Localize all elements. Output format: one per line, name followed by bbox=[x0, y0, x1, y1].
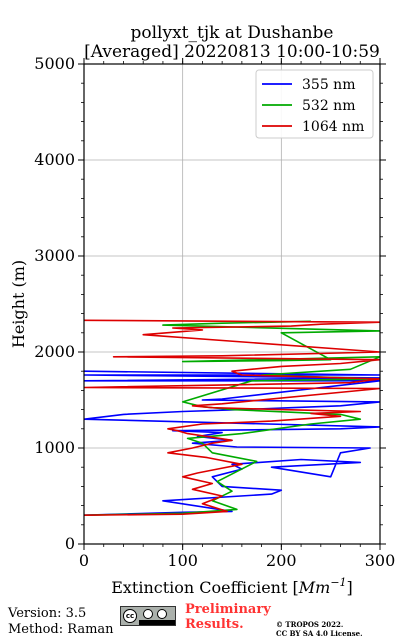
legend-label: 1064 nm bbox=[302, 119, 364, 135]
y-tick-label: 0 bbox=[65, 534, 75, 553]
by-icon bbox=[143, 609, 153, 619]
license-strip bbox=[139, 620, 175, 625]
y-tick-label: 3000 bbox=[34, 246, 75, 265]
plot-frame bbox=[83, 63, 381, 545]
footer-info: Version: 3.5 Method: Raman bbox=[8, 606, 114, 638]
x-tick-label: 0 bbox=[79, 551, 89, 570]
series-lines bbox=[84, 319, 380, 516]
preliminary-notice: Preliminary Results. bbox=[185, 602, 271, 632]
version-text: Version: 3.5 bbox=[8, 606, 87, 621]
y-tick-label: 4000 bbox=[34, 150, 75, 169]
cc-icon: cc bbox=[123, 609, 137, 623]
legend: 355 nm 532 nm 1064 nm bbox=[255, 69, 374, 139]
chart-title-line2: [Averaged] 20220813 10:00-10:59 bbox=[84, 42, 380, 62]
y-tick-label: 1000 bbox=[34, 438, 75, 457]
legend-box bbox=[255, 69, 374, 139]
cc-license-logo: cc bbox=[120, 606, 176, 626]
x-axis-label: Extinction Coefficient [Mm−1] bbox=[111, 576, 353, 597]
copyright-notice: © TROPOS 2022. CC BY SA 4.0 License. bbox=[276, 620, 363, 638]
series-line-2 bbox=[84, 319, 380, 516]
series-line-1 bbox=[84, 320, 380, 516]
y-axis-label: Height (m) bbox=[9, 260, 28, 348]
method-text: Method: Raman bbox=[8, 622, 114, 637]
sa-icon bbox=[157, 609, 167, 619]
x-tick-label: 100 bbox=[167, 551, 198, 570]
x-tick-label: 200 bbox=[266, 551, 297, 570]
extinction-chart: pollyxt_tjk at Dushanbe [Averaged] 20220… bbox=[9, 23, 395, 597]
y-tick-label: 5000 bbox=[34, 54, 75, 73]
legend-label: 355 nm bbox=[302, 77, 355, 93]
chart-title-line1: pollyxt_tjk at Dushanbe bbox=[131, 23, 334, 43]
y-tick-label: 2000 bbox=[34, 342, 75, 361]
x-tick-label: 300 bbox=[365, 551, 396, 570]
legend-label: 532 nm bbox=[302, 98, 355, 114]
axis-ticks: 0 1000 2000 3000 4000 5000 0 100 200 300 bbox=[34, 54, 395, 570]
